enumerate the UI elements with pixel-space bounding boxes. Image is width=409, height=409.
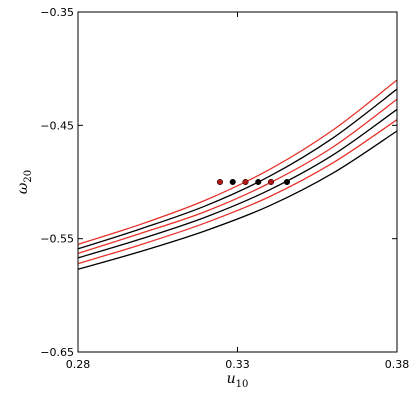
- series-line-5: [77, 119, 398, 265]
- series-line-1: [77, 79, 398, 245]
- plot-frame: [77, 11, 398, 353]
- x-axis-label: u10: [227, 371, 249, 390]
- x-tick-label: 0.38: [385, 358, 409, 371]
- x-axis-ticks: 0.28 0.33 0.38: [66, 12, 409, 371]
- series-line-4: [77, 108, 398, 259]
- y-tick-label: −0.35: [40, 6, 74, 19]
- y-tick-label: −0.55: [40, 233, 74, 246]
- y-tick-label: −0.45: [40, 119, 74, 132]
- data-point-4: [255, 178, 262, 186]
- x-axis-label-sub: 10: [236, 379, 249, 390]
- data-point-1: [216, 178, 224, 186]
- x-tick-label: 0.28: [66, 358, 91, 371]
- y-tick-label: −0.65: [40, 346, 74, 359]
- y-axis-label: ω20: [15, 170, 34, 194]
- y-axis-ticks: −0.65 −0.55 −0.45 −0.35: [40, 6, 397, 359]
- x-axis-label-main: u: [227, 371, 236, 387]
- y-axis-label-sub: 20: [23, 170, 34, 183]
- points-layer: [216, 178, 290, 186]
- series-line-6: [77, 130, 398, 270]
- data-point-6: [283, 178, 290, 186]
- data-point-2: [229, 178, 236, 186]
- data-point-5: [267, 178, 275, 186]
- series-line-2: [77, 88, 398, 250]
- x-tick-label: 0.33: [225, 358, 250, 371]
- data-point-3: [242, 178, 249, 186]
- y-axis-label-main: ω: [15, 182, 31, 194]
- series-layer: [77, 79, 398, 270]
- series-line-3: [77, 98, 398, 255]
